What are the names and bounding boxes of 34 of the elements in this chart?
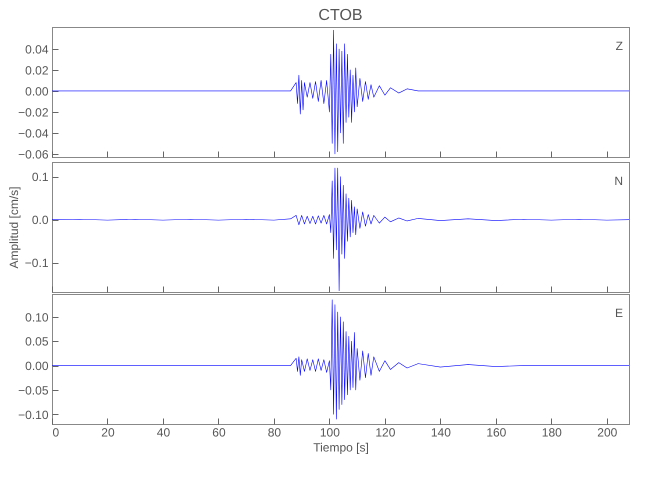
y-tick-label: −0.1 bbox=[24, 256, 49, 270]
x-tick-label: 80 bbox=[268, 426, 282, 440]
annotation: E bbox=[614, 306, 623, 320]
y-tick-label: −0.05 bbox=[18, 383, 49, 398]
annotation: N bbox=[614, 174, 623, 188]
x-tick-label: 20 bbox=[101, 426, 115, 440]
y-tick-label: −0.10 bbox=[18, 408, 49, 422]
x-tick-label: 200 bbox=[597, 426, 618, 440]
x-tick-label: 120 bbox=[375, 426, 396, 440]
x-tick-label: 180 bbox=[542, 426, 562, 440]
x-tick-label: 40 bbox=[156, 426, 170, 440]
line-series bbox=[52, 168, 629, 292]
x-tick-label: 100 bbox=[320, 426, 340, 440]
y-tick-label: 0.04 bbox=[25, 42, 49, 57]
annotation: Z bbox=[616, 39, 623, 53]
y-tick-label: 0.00 bbox=[25, 84, 49, 98]
y-tick-label: 0.10 bbox=[25, 310, 49, 324]
x-tick-label: 160 bbox=[486, 426, 507, 440]
line-series bbox=[52, 30, 629, 154]
y-tick-label: 0.0 bbox=[32, 213, 49, 228]
y-tick-label: 0.1 bbox=[32, 170, 49, 184]
y-tick-label: −0.02 bbox=[18, 105, 49, 120]
x-tick-label: 60 bbox=[212, 426, 226, 440]
chart-title: CTOB bbox=[318, 7, 363, 24]
x-tick-label: 0 bbox=[52, 426, 60, 440]
y-axis-title: Amplitud [cm/s] bbox=[6, 186, 21, 269]
y-tick-label: 0.05 bbox=[25, 334, 49, 349]
line-series bbox=[52, 300, 629, 420]
y-tick-label: 0.02 bbox=[25, 63, 49, 78]
y-tick-label: 0.00 bbox=[25, 359, 49, 374]
y-tick-label: −0.06 bbox=[18, 147, 49, 162]
x-axis-title: Tiempo [s] bbox=[313, 440, 369, 454]
y-tick-label: −0.04 bbox=[18, 126, 49, 140]
x-tick-label: 140 bbox=[430, 426, 452, 440]
